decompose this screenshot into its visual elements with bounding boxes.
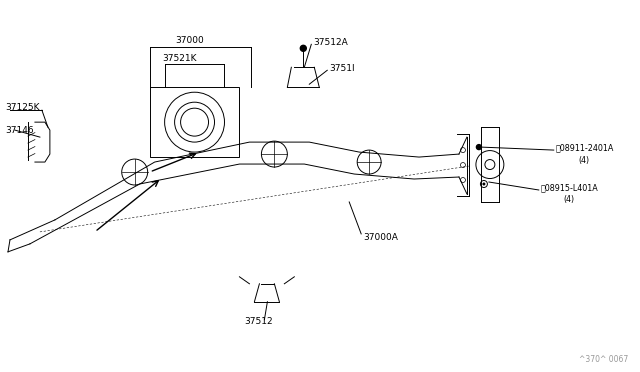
Text: ⓦ08915-L401A: ⓦ08915-L401A: [541, 183, 598, 192]
Bar: [150, 87, 239, 157]
Circle shape: [483, 183, 485, 186]
Text: 37125K: 37125K: [5, 103, 40, 112]
Text: 37000A: 37000A: [363, 233, 398, 243]
Circle shape: [476, 145, 481, 150]
Text: (4): (4): [564, 195, 575, 205]
Circle shape: [300, 45, 307, 51]
Text: 37512A: 37512A: [314, 38, 348, 47]
Text: ^370^ 0067: ^370^ 0067: [579, 355, 628, 364]
Text: 37512: 37512: [244, 317, 273, 326]
Text: ⓝ08911-2401A: ⓝ08911-2401A: [556, 144, 614, 153]
Text: 37146: 37146: [5, 126, 34, 135]
Text: 37000: 37000: [175, 36, 204, 45]
Text: 37521K: 37521K: [163, 54, 197, 63]
Text: (4): (4): [579, 155, 590, 164]
Text: 3751I: 3751I: [329, 64, 355, 73]
